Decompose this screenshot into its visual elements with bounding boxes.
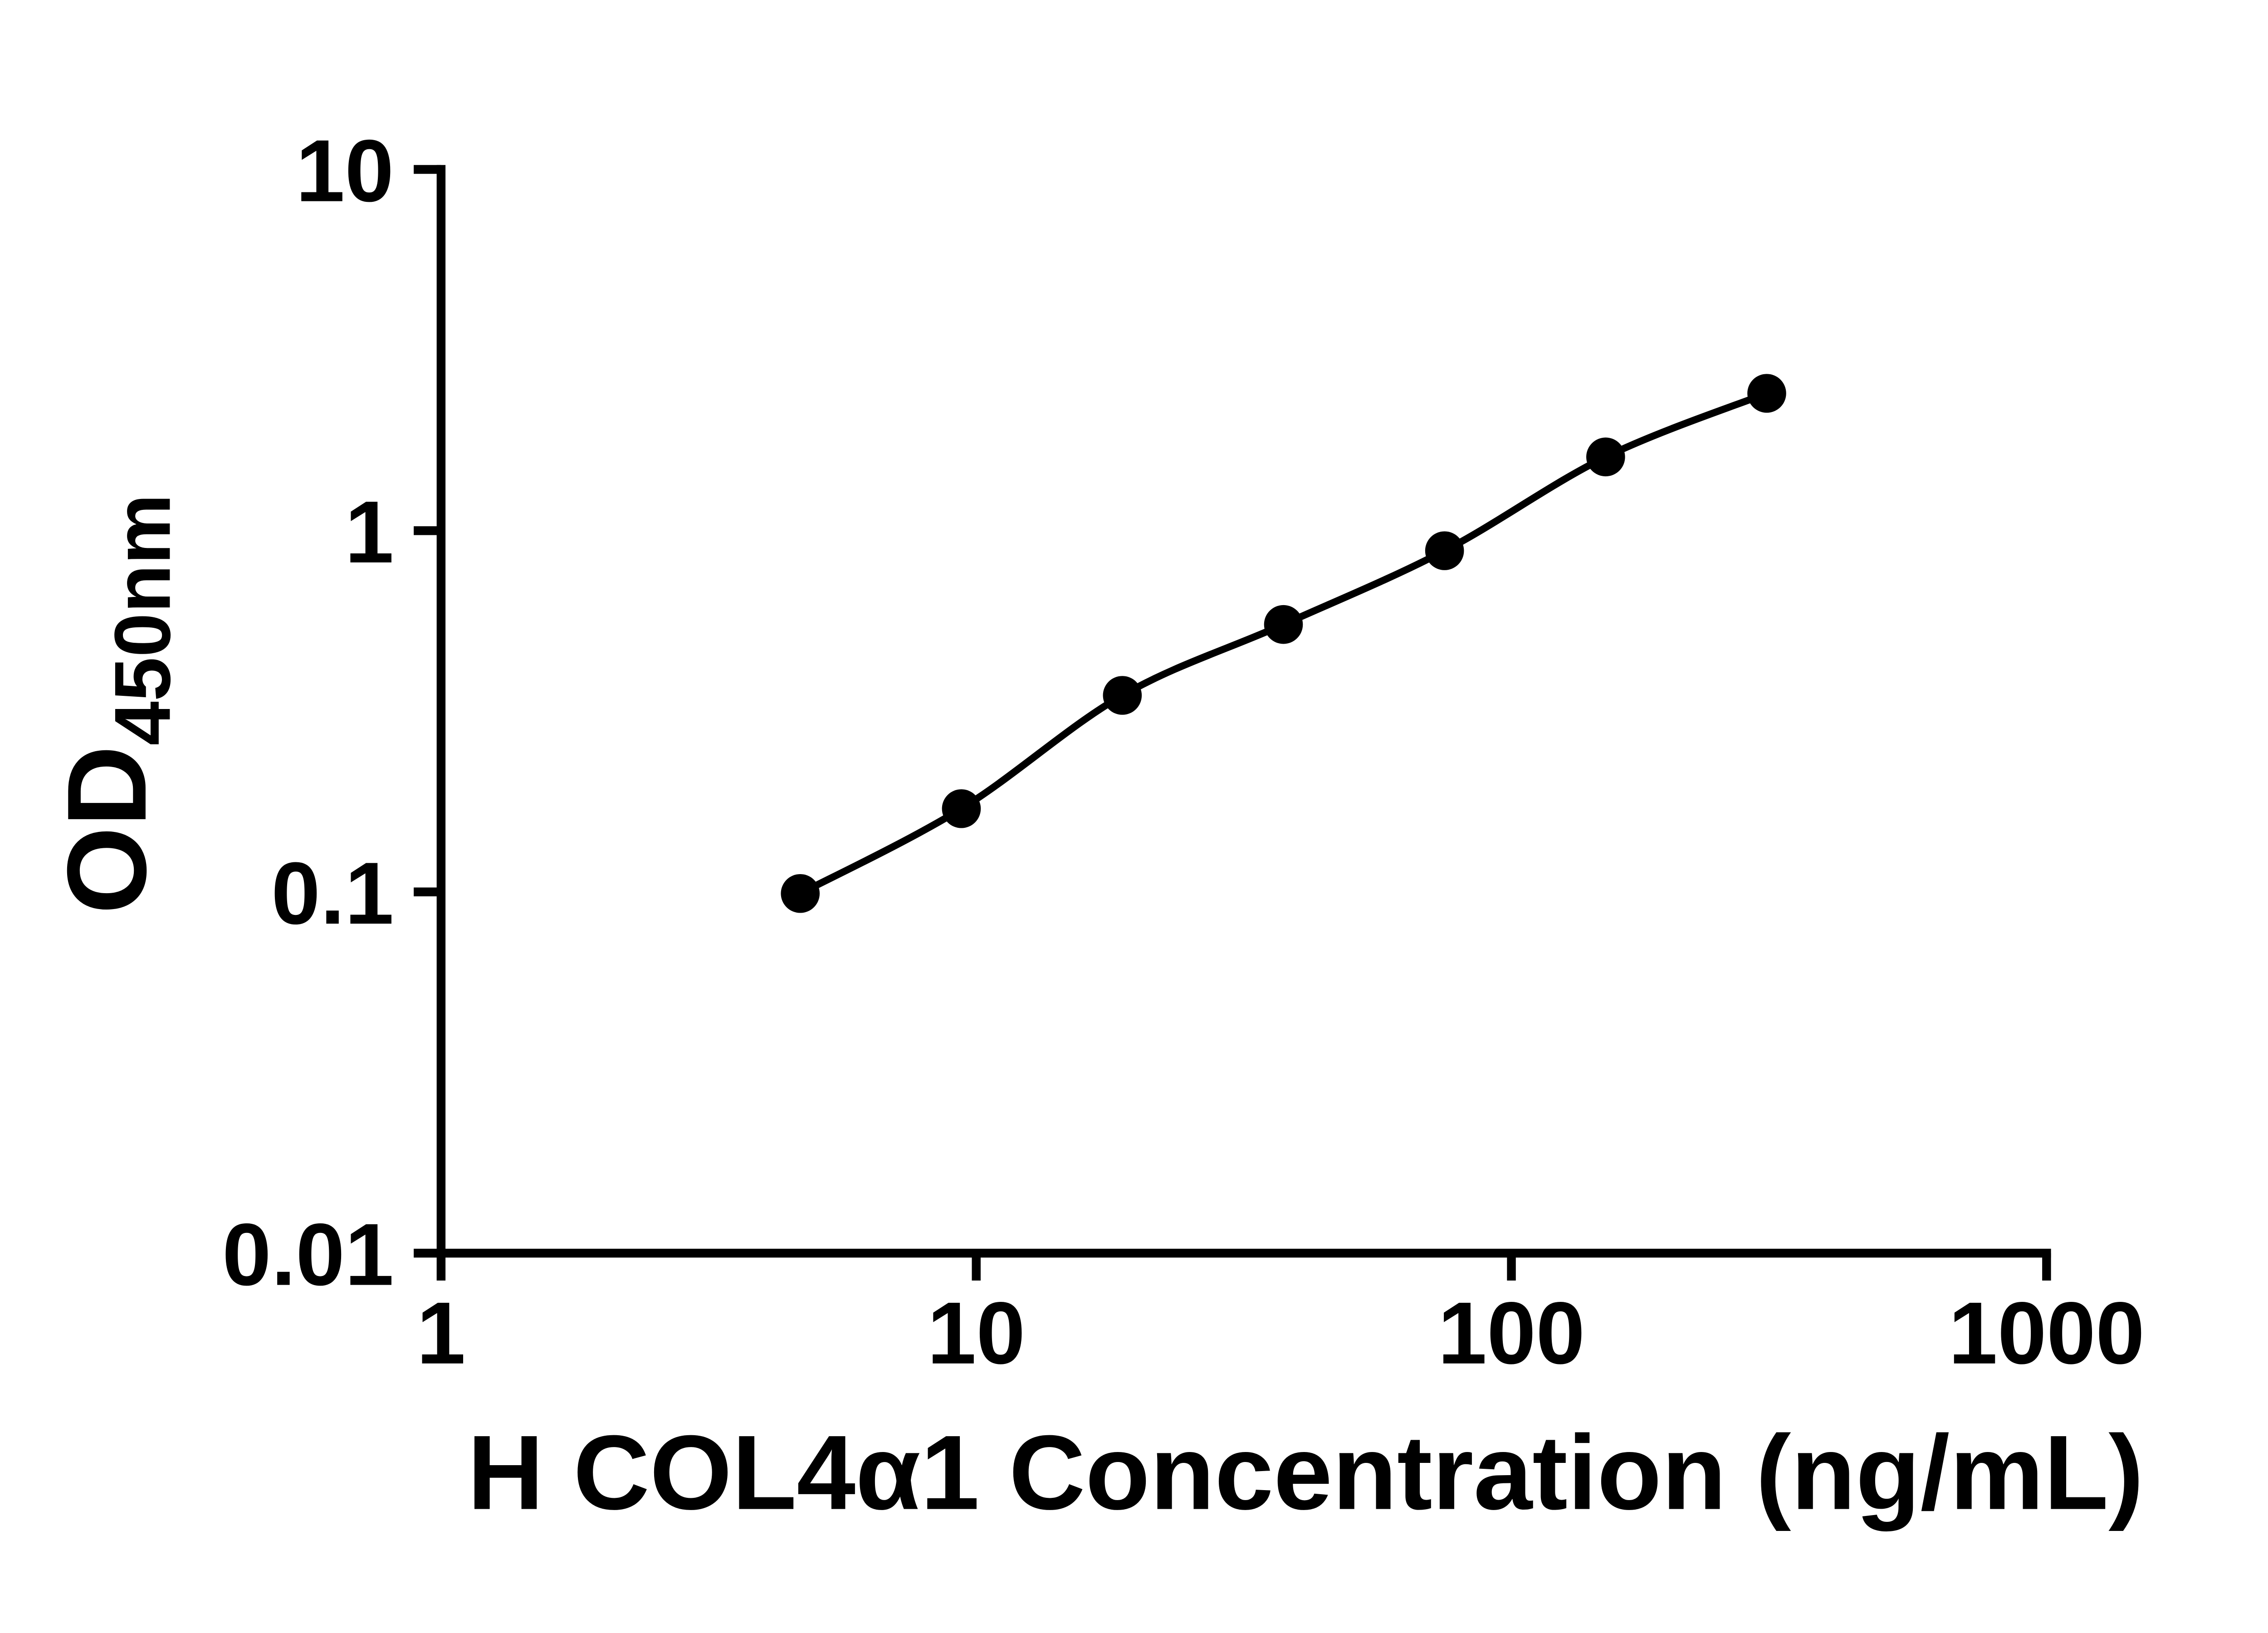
- axis-lines: [436, 165, 2051, 1258]
- y-axis-tick-label: 1: [345, 483, 394, 582]
- data-point-marker: [781, 874, 820, 913]
- y-axis-tick-label: 0.01: [222, 1206, 394, 1304]
- y-axis-tick-label: 10: [296, 122, 394, 220]
- y-axis-title: OD450nm: [44, 494, 187, 914]
- x-axis-title: H COL4α1 Concentration (ng/mL): [467, 1414, 2144, 1532]
- data-point-marker: [1103, 676, 1142, 715]
- data-point-marker: [942, 789, 981, 828]
- x-axis-tick-label: 1000: [1949, 1284, 2145, 1383]
- data-point-marker: [1586, 437, 1625, 477]
- data-point-marker: [1747, 374, 1786, 413]
- data-point-marker: [1425, 531, 1464, 570]
- x-axis-tick-label: 100: [1438, 1284, 1585, 1383]
- y-axis-tick-label: 0.1: [271, 844, 394, 943]
- x-axis-tick-label: 10: [927, 1284, 1025, 1383]
- y-axis-title-main: OD: [44, 745, 170, 914]
- data-point-marker: [1264, 605, 1303, 644]
- x-axis-tick-label: 1: [416, 1284, 465, 1383]
- y-axis-title-sub: 450nm: [98, 494, 187, 746]
